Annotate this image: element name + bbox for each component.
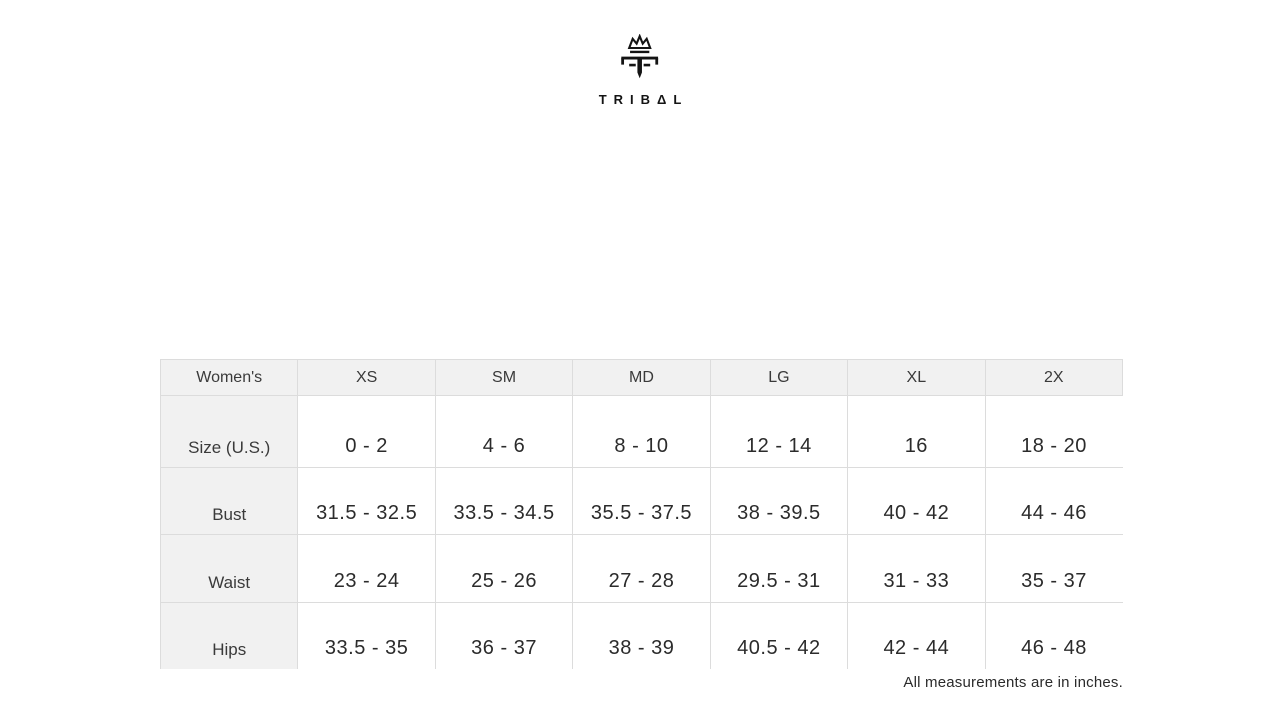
row-label: Waist bbox=[159, 534, 299, 603]
table-row-waist: Waist 23 - 24 25 - 26 27 - 28 29.5 - 31 … bbox=[159, 534, 1123, 603]
cell-waist-2x: 35 - 37 bbox=[984, 534, 1123, 603]
row-label: Size (U.S.) bbox=[159, 395, 299, 468]
cell-hips-lg: 40.5 - 42 bbox=[709, 602, 849, 669]
brand-wordmark: TRIBΔL bbox=[598, 92, 689, 107]
size-chart-header-row: Women's XS SM MD LG XL 2X bbox=[159, 359, 1124, 396]
column-header-xs: XS bbox=[297, 359, 436, 396]
cell-size-sm: 4 - 6 bbox=[434, 395, 574, 468]
row-label: Bust bbox=[159, 467, 299, 535]
cell-hips-md: 38 - 39 bbox=[572, 602, 711, 669]
measurements-note: All measurements are in inches. bbox=[903, 674, 1123, 691]
cell-bust-lg: 38 - 39.5 bbox=[709, 467, 849, 535]
cell-size-xl: 16 bbox=[847, 395, 986, 468]
cell-size-xs: 0 - 2 bbox=[297, 395, 436, 468]
table-row-hips: Hips 33.5 - 35 36 - 37 38 - 39 40.5 - 42… bbox=[159, 602, 1123, 669]
cell-hips-xl: 42 - 44 bbox=[847, 602, 986, 669]
column-header-2x: 2X bbox=[984, 359, 1124, 396]
womens-size-chart: Women's XS SM MD LG XL 2X Size (U.S.) 0 … bbox=[159, 359, 1124, 669]
column-header-sm: SM bbox=[434, 359, 574, 396]
corner-header-cell: Women's bbox=[159, 359, 299, 396]
column-header-md: MD bbox=[572, 359, 711, 396]
table-row-size-us: Size (U.S.) 0 - 2 4 - 6 8 - 10 12 - 14 1… bbox=[159, 395, 1123, 468]
cell-bust-xl: 40 - 42 bbox=[847, 467, 986, 535]
row-label: Hips bbox=[159, 602, 299, 669]
cell-size-2x: 18 - 20 bbox=[984, 395, 1123, 468]
cell-waist-sm: 25 - 26 bbox=[434, 534, 574, 603]
crown-t-emblem-icon bbox=[612, 34, 668, 90]
cell-bust-md: 35.5 - 37.5 bbox=[572, 467, 711, 535]
cell-hips-sm: 36 - 37 bbox=[434, 602, 574, 669]
cell-waist-xl: 31 - 33 bbox=[847, 534, 986, 603]
cell-bust-xs: 31.5 - 32.5 bbox=[297, 467, 436, 535]
column-header-lg: LG bbox=[709, 359, 849, 396]
cell-size-lg: 12 - 14 bbox=[709, 395, 849, 468]
brand-logo: TRIBΔL bbox=[592, 34, 689, 107]
cell-waist-lg: 29.5 - 31 bbox=[709, 534, 849, 603]
cell-hips-xs: 33.5 - 35 bbox=[297, 602, 436, 669]
cell-bust-sm: 33.5 - 34.5 bbox=[434, 467, 574, 535]
table-row-bust: Bust 31.5 - 32.5 33.5 - 34.5 35.5 - 37.5… bbox=[159, 467, 1123, 535]
cell-waist-xs: 23 - 24 bbox=[297, 534, 436, 603]
cell-waist-md: 27 - 28 bbox=[572, 534, 711, 603]
column-header-xl: XL bbox=[847, 359, 986, 396]
cell-size-md: 8 - 10 bbox=[572, 395, 711, 468]
cell-hips-2x: 46 - 48 bbox=[984, 602, 1123, 669]
cell-bust-2x: 44 - 46 bbox=[984, 467, 1123, 535]
